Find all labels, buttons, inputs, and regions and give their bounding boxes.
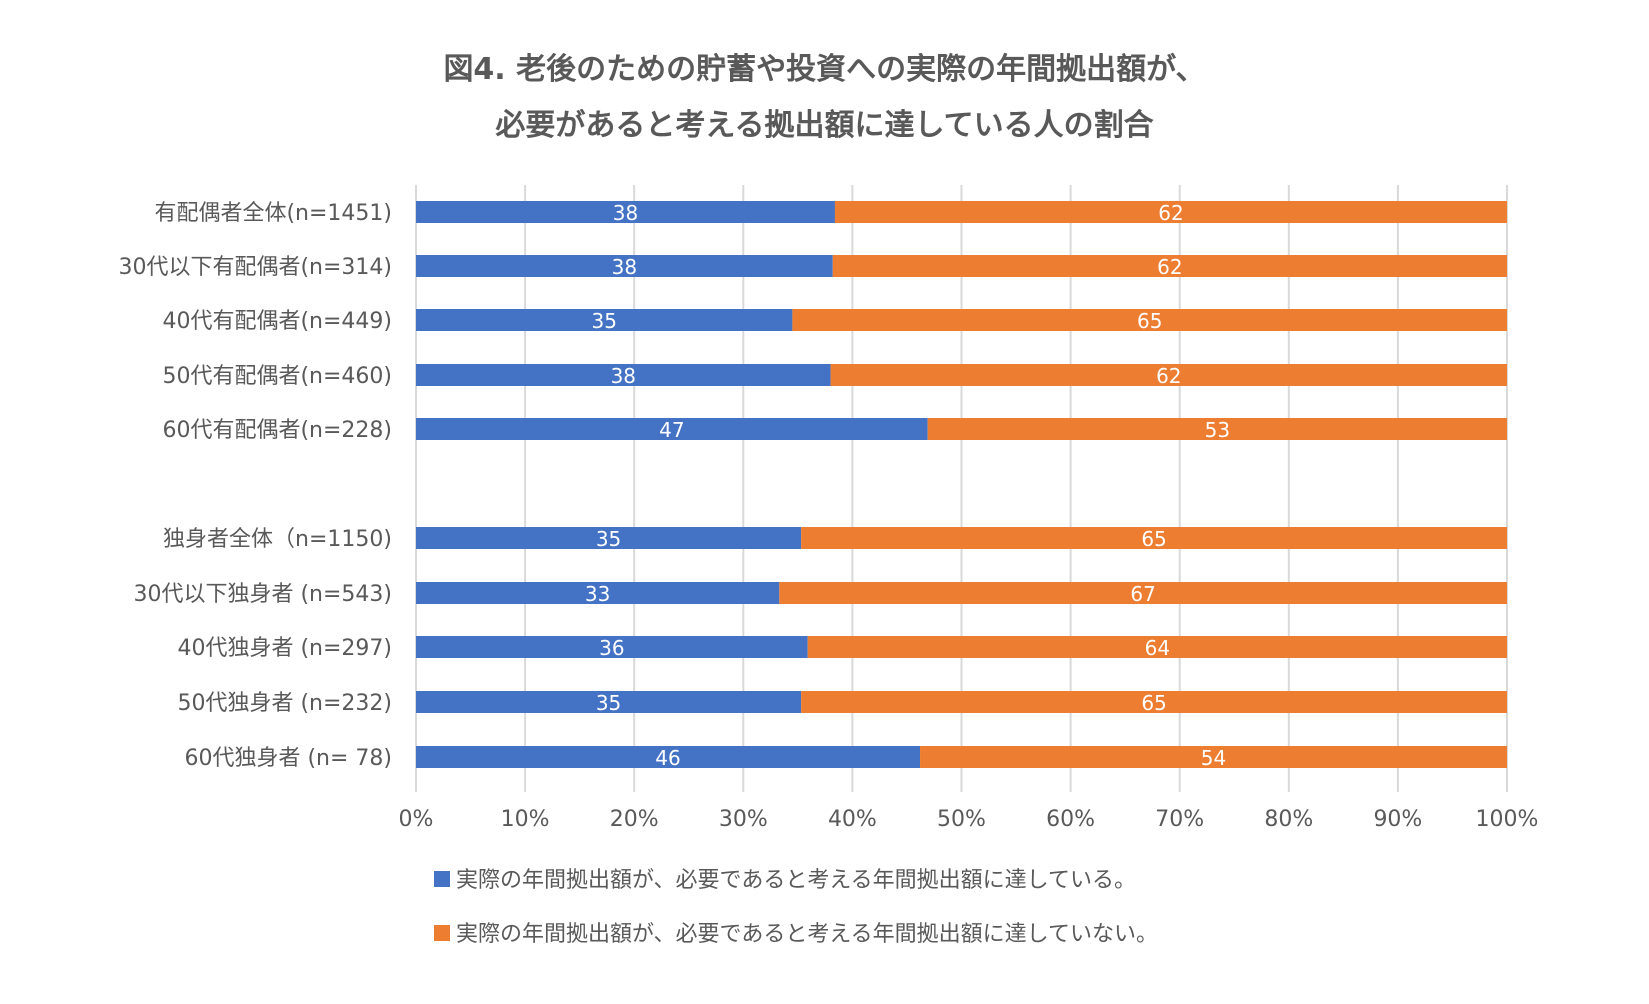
legend-swatch bbox=[434, 925, 450, 941]
category-label: 60代独身者 (n= 78) bbox=[184, 746, 392, 771]
category-labels: 有配偶者全体(n=1451) 30代以下有配偶者(n=314) 40代有配偶者(n=… bbox=[118, 201, 392, 771]
bar-value-label: 62 bbox=[1158, 201, 1183, 225]
bar-value-label: 35 bbox=[596, 691, 621, 715]
category-label: 30代以下有配偶者(n=314) bbox=[118, 255, 392, 280]
bar-value-label: 35 bbox=[591, 309, 616, 333]
category-label: 60代有配偶者(n=228) bbox=[162, 418, 392, 443]
bar-value-label: 38 bbox=[612, 255, 637, 279]
bar-value-label: 47 bbox=[659, 418, 684, 442]
x-tick-label: 60% bbox=[1046, 807, 1095, 832]
bar-segment bbox=[416, 201, 835, 223]
bar-segment bbox=[416, 527, 802, 549]
bar-segment bbox=[416, 582, 780, 604]
legend: 実際の年間拠出額が、必要であると考える年間拠出額に達している。実際の年間拠出額が… bbox=[434, 868, 1158, 947]
bar-value-label: 65 bbox=[1137, 309, 1162, 333]
bar-value-label: 54 bbox=[1201, 746, 1226, 770]
bar-segment bbox=[834, 201, 1507, 223]
bar-segment bbox=[801, 527, 1507, 549]
bar-value-label: 35 bbox=[596, 527, 621, 551]
x-tick-label: 70% bbox=[1155, 807, 1204, 832]
bar-segment bbox=[920, 746, 1507, 768]
legend-swatch bbox=[434, 871, 450, 887]
category-label: 30代以下独身者 (n=543) bbox=[133, 582, 392, 607]
bar-segment bbox=[416, 364, 831, 386]
bar-segment bbox=[416, 418, 928, 440]
category-label: 50代独身者 (n=232) bbox=[177, 691, 392, 716]
bar-segment bbox=[779, 582, 1507, 604]
gridlines bbox=[415, 185, 1508, 792]
bar-segment bbox=[801, 691, 1507, 713]
bar-value-label: 38 bbox=[613, 201, 638, 225]
bar-value-label: 33 bbox=[585, 582, 610, 606]
bar-segment bbox=[416, 255, 833, 277]
bar-segment bbox=[807, 636, 1507, 658]
x-axis-ticks: 0% 10% 20% 30% 40% 50% 60% 70% 80% 90% 100% bbox=[399, 807, 1539, 832]
x-tick-label: 50% bbox=[937, 807, 986, 832]
bar-value-label: 62 bbox=[1157, 255, 1182, 279]
bar-segment bbox=[927, 418, 1507, 440]
bar-segment bbox=[416, 691, 802, 713]
bar-value-label: 65 bbox=[1141, 527, 1166, 551]
bar-value-label: 38 bbox=[611, 364, 636, 388]
bar-value-label: 64 bbox=[1145, 636, 1170, 660]
x-tick-label: 20% bbox=[610, 807, 659, 832]
bar-segment bbox=[830, 364, 1507, 386]
category-label: 独身者全体（n=1150) bbox=[163, 527, 392, 552]
bars: 38 62 38 62 35 65 38 62 47 53 35 65 33 67 36 64 35 65 46 54 bbox=[416, 201, 1507, 770]
x-tick-label: 10% bbox=[501, 807, 550, 832]
bar-segment bbox=[832, 255, 1507, 277]
chart-title-line-2: 必要があると考える拠出額に達している人の割合 bbox=[495, 108, 1154, 143]
x-tick-label: 80% bbox=[1264, 807, 1313, 832]
bar-value-label: 67 bbox=[1130, 582, 1155, 606]
legend-label: 実際の年間拠出額が、必要であると考える年間拠出額に達している。 bbox=[456, 868, 1136, 893]
bar-segment bbox=[416, 636, 808, 658]
bar-segment bbox=[792, 309, 1507, 331]
x-tick-label: 90% bbox=[1373, 807, 1422, 832]
bar-value-label: 53 bbox=[1205, 418, 1230, 442]
bar-value-label: 36 bbox=[599, 636, 624, 660]
bar-segment bbox=[416, 746, 921, 768]
x-tick-label: 30% bbox=[719, 807, 768, 832]
category-label: 40代独身者 (n=297) bbox=[177, 636, 392, 661]
x-tick-label: 0% bbox=[399, 807, 434, 832]
legend-label: 実際の年間拠出額が、必要であると考える年間拠出額に達していない。 bbox=[456, 922, 1158, 947]
bar-value-label: 65 bbox=[1141, 691, 1166, 715]
bar-value-label: 46 bbox=[655, 746, 680, 770]
bar-segment bbox=[416, 309, 793, 331]
x-tick-label: 100% bbox=[1476, 807, 1539, 832]
category-label: 有配偶者全体(n=1451) bbox=[154, 201, 392, 226]
chart-title-line-1: 図4. 老後のための貯蓄や投資への実際の年間拠出額が、 bbox=[443, 52, 1206, 87]
category-label: 50代有配偶者(n=460) bbox=[162, 364, 392, 389]
x-tick-label: 40% bbox=[828, 807, 877, 832]
bar-value-label: 62 bbox=[1156, 364, 1181, 388]
category-label: 40代有配偶者(n=449) bbox=[162, 309, 392, 334]
